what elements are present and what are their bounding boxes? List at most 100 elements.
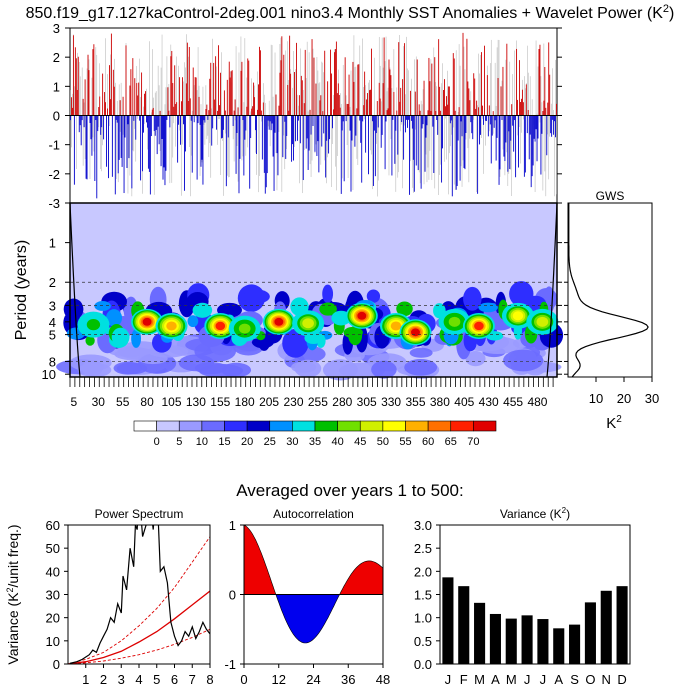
variance-ytick-label: 0.0 (414, 657, 432, 672)
ps-red-noise (68, 590, 210, 664)
ps-ytick-label: 20 (46, 611, 60, 626)
wavelet-xtick-label: 130 (186, 395, 206, 409)
ps-xtick-label: 1 (82, 672, 89, 687)
ps-ytick-label: 30 (46, 588, 60, 603)
gws-xtick-label: 30 (645, 391, 659, 406)
colorbar-label: 10 (196, 436, 208, 448)
wavelet-xtick-label: 80 (140, 395, 154, 409)
gws-xlabel-sup: 2 (616, 414, 622, 425)
colorbar-swatch (224, 420, 248, 432)
wavelet-low-patch (409, 347, 433, 358)
wavelet-band-patch (322, 284, 334, 304)
ps-ytick-label: 10 (46, 634, 60, 649)
ps-xtick-label: 8 (206, 672, 213, 687)
wavelet-low-patch (404, 358, 438, 376)
variance-title-sup: 2 (562, 506, 567, 515)
variance-xtick-label: S (570, 672, 579, 687)
colorbar-label: 65 (445, 436, 457, 448)
ac-ytick-label: -1 (224, 657, 236, 672)
wavelet-hot-spot (536, 316, 549, 327)
variance-title-text: Variance (K (500, 507, 562, 521)
wavelet-ytick-label: 2 (49, 275, 56, 290)
ps-xtick-label: 2 (100, 672, 107, 687)
variance-bar (505, 618, 517, 664)
ps-ylabel: Variance (K2/unit freq.) (5, 524, 21, 664)
colorbar-swatch (156, 420, 180, 432)
ps-confidence-upper (68, 536, 210, 664)
ps-ytick-label: 50 (46, 541, 60, 556)
variance-ytick-label: 1.0 (414, 611, 432, 626)
gws-title: GWS (596, 189, 625, 203)
ts-ytick-label: -2 (48, 167, 60, 182)
wavelet-ytick-label: 1 (49, 236, 56, 251)
gws-panel: GWS 10 20 30 K2 (564, 189, 659, 432)
wavelet-low-patch (294, 359, 322, 378)
colorbar-swatch (382, 420, 406, 432)
wavelet-mid-patch (478, 302, 498, 313)
colorbar-label: 30 (286, 436, 298, 448)
wavelet-hot-spot (448, 316, 461, 327)
colorbar-swatch (246, 420, 271, 432)
variance-ytick-label: 2.0 (414, 564, 432, 579)
ps-xtick-label: 6 (171, 672, 178, 687)
variance-bar (616, 586, 628, 664)
wavelet-band-patch (366, 289, 381, 303)
ps-ylabel-end: /unit freq.) (5, 524, 21, 587)
wavelet-low-patch (322, 359, 358, 381)
colorbar-swatch (201, 420, 225, 432)
wavelet-xtick-label: 30 (92, 395, 106, 409)
wavelet-xtick-label: 105 (161, 395, 181, 409)
figure-title: 850.f19_g17.127kaControl-2deg.001 nino3.… (26, 3, 675, 22)
ps-ytick-label: 0 (53, 657, 60, 672)
gws-xtick-label: 20 (617, 391, 631, 406)
wavelet-ytick-label: 5 (49, 328, 56, 343)
wavelet-xtick-label: 205 (259, 395, 279, 409)
wavelet-low-patch (503, 349, 544, 372)
ps-confidence-lower (68, 628, 210, 664)
ts-ytick-label: 1 (53, 79, 60, 94)
colorbar-swatch (405, 420, 429, 432)
coi-left (69, 202, 81, 378)
ts-ytick-label: 3 (53, 21, 60, 36)
wavelet-xtick-label: 330 (381, 395, 401, 409)
variance-bar (553, 628, 565, 664)
colorbar-swatch (292, 420, 316, 432)
colorbar-label: 60 (422, 436, 434, 448)
ac-negative-area (244, 594, 383, 644)
wavelet-band-patch (463, 286, 482, 311)
ac-xtick-label: 24 (306, 672, 320, 687)
colorbar-label: 40 (332, 436, 344, 448)
ps-xtick-label: 7 (189, 672, 196, 687)
wavelet-xtick-label: 255 (308, 395, 328, 409)
colorbar: 0 5 10 15 20 25 30 35 40 45 50 55 60 65 70 (133, 420, 497, 448)
wavelet-xtick-label: 355 (405, 395, 425, 409)
ac-positive-area (243, 524, 384, 595)
variance-bar (537, 619, 549, 664)
wavelet-band-patch (282, 328, 309, 358)
wavelet-mid-patch (192, 302, 213, 318)
wavelet-mid-patch (111, 327, 130, 347)
variance-xtick-label: N (602, 672, 611, 687)
wavelet-hot-spot (390, 321, 402, 331)
wavelet-ytick-label: 3 (49, 298, 56, 313)
wavelet-band-patch (63, 298, 84, 320)
wavelet-ytick-label: 10 (42, 367, 56, 382)
wavelet-hot-spot (474, 321, 484, 331)
wavelet-hot-spot (357, 311, 367, 320)
wavelet-low-patch (465, 351, 486, 367)
ac-xtick-label: 48 (376, 672, 390, 687)
variance-ytick-label: 3.0 (414, 518, 432, 533)
ps-frame (67, 524, 211, 665)
ac-ytick-label: 1 (229, 518, 236, 533)
ac-ytick-label: 0 (229, 588, 236, 603)
ps-ytick-label: 40 (46, 564, 60, 579)
wavelet-mid-patch (94, 301, 111, 311)
variance-title-end: ) (566, 507, 570, 521)
colorbar-label: 35 (309, 436, 321, 448)
variance-xtick-label: D (617, 672, 626, 687)
colorbar-label: 70 (467, 436, 479, 448)
ps-spectrum-line (69, 525, 210, 664)
